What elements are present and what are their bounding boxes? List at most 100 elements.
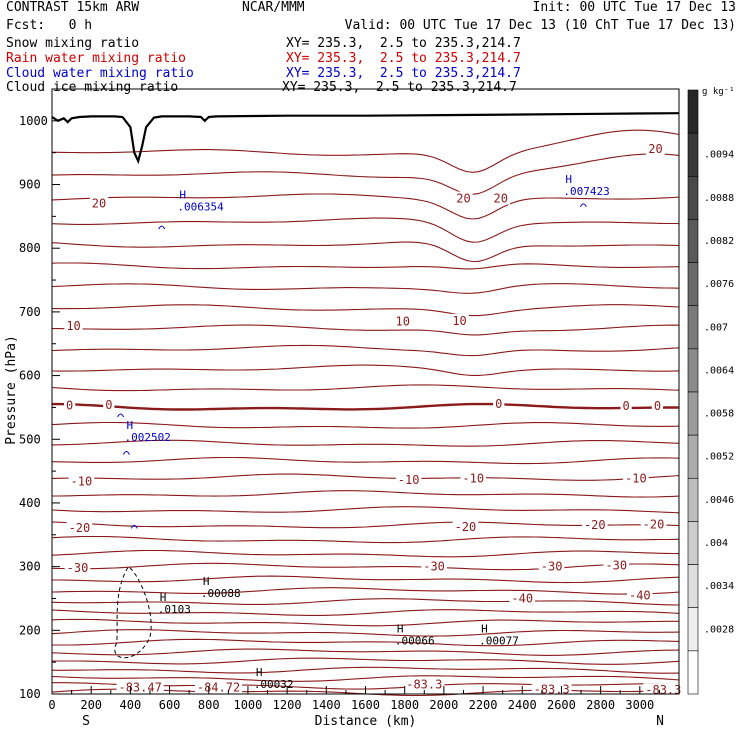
- label-backdrop: [64, 398, 76, 412]
- isotherm-label: -83.3: [534, 683, 570, 697]
- isotherm-line: [51, 648, 680, 656]
- isotherm-label: 10: [66, 319, 80, 333]
- label-backdrop: [509, 591, 536, 605]
- isotherm-label: -30: [605, 558, 627, 572]
- colorbar-segment: [687, 262, 699, 307]
- isotherm-line: [51, 129, 680, 173]
- y-tick-label: 800: [19, 241, 41, 255]
- x-tick-label: 2000: [429, 698, 458, 712]
- colorbar-label: .0046: [704, 495, 734, 506]
- isotherm-line: [51, 364, 680, 376]
- colorbar-label: .0088: [704, 193, 734, 204]
- label-backdrop: [493, 397, 505, 411]
- x-tick-label: 600: [159, 698, 181, 712]
- colorbar-segment: [687, 89, 699, 134]
- label-backdrop: [450, 313, 469, 327]
- x-tick-label: 400: [120, 698, 142, 712]
- label-backdrop: [640, 517, 667, 531]
- isotherm-label: -10: [398, 473, 420, 487]
- isotherm-line: [51, 657, 680, 665]
- colorbar-label: .0064: [704, 365, 734, 376]
- x-tick-label: 1200: [273, 698, 302, 712]
- isotherm-label: 0: [622, 399, 629, 413]
- label-backdrop: [116, 680, 164, 694]
- terrain-profile: [51, 112, 680, 165]
- x-tick-label: 2400: [508, 698, 537, 712]
- model-title: CONTRAST 15km ARW: [6, 0, 140, 15]
- x-tick-label: 200: [80, 698, 102, 712]
- label-backdrop: [64, 318, 83, 332]
- label-backdrop: [103, 397, 115, 411]
- field-label-rain: Rain water mixing ratio: [6, 51, 187, 66]
- x-axis-end-label: N: [656, 714, 664, 729]
- isotherm-line: [52, 304, 680, 317]
- maximum-marker: H: [179, 188, 186, 201]
- temperature-contours: [51, 129, 680, 697]
- isotherm-line: [51, 217, 680, 243]
- isotherm-label: -40: [629, 588, 651, 602]
- isotherm-line: [51, 618, 679, 627]
- plot-frame: [51, 88, 680, 695]
- x-tick-label: 2600: [547, 698, 576, 712]
- label-backdrop: [646, 141, 665, 155]
- y-tick-label: 200: [19, 623, 41, 637]
- x-tick-label: 1400: [312, 698, 341, 712]
- x-tick-label: 800: [198, 698, 220, 712]
- init-time: Init: 00 UTC Tue 17 Dec 13: [532, 0, 737, 15]
- colorbar-segment: [687, 391, 699, 436]
- maximum-value: .00032: [254, 678, 294, 691]
- label-backdrop: [538, 559, 565, 573]
- isotherm-line: [52, 324, 680, 336]
- valid-time: Valid: 00 UTC Tue 17 Dec 13 (10 ChT Tue …: [344, 18, 736, 33]
- maximum-marker: H: [397, 623, 404, 636]
- x-tick-label: 3000: [625, 698, 654, 712]
- colorbar-segment: [687, 219, 699, 263]
- y-tick-label: 400: [19, 496, 41, 510]
- maxima-labels: H.00032H.00066H.00077H.0103H.00088H.0025…: [124, 173, 609, 691]
- isotherm-label: 0: [105, 398, 112, 412]
- isotherm-line: [51, 521, 680, 529]
- cloud-water-contour: [130, 524, 138, 529]
- colorbar-segment: [687, 132, 699, 177]
- label-backdrop: [452, 520, 479, 534]
- colorbar: g kg⁻¹ .0094 .0088 .0082 .0076 .007 .0064 .0058…: [687, 87, 735, 695]
- colorbar-segment: [687, 521, 699, 565]
- y-axis-title: Pressure (hPa): [4, 335, 19, 445]
- cloud-contours: [114, 203, 587, 659]
- maximum-value: .00088: [201, 587, 241, 600]
- colorbar-label: .0082: [704, 236, 734, 247]
- isotherm-line: [51, 262, 680, 270]
- isotherm-line: [51, 675, 680, 682]
- label-backdrop: [454, 191, 473, 205]
- maximum-marker: H: [565, 173, 572, 186]
- label-backdrop: [627, 588, 653, 602]
- label-backdrop: [603, 558, 630, 572]
- label-backdrop: [66, 520, 93, 534]
- label-backdrop: [194, 680, 243, 694]
- temperature-labels: -83.47 -84.72 -83.3 -83.3 -83.3 -40 -40 -30 -30 -…: [64, 141, 684, 697]
- label-backdrop: [89, 196, 109, 210]
- y-tick-label: 300: [19, 560, 41, 574]
- label-backdrop: [643, 683, 684, 697]
- isotherm-label: 20: [493, 192, 507, 206]
- maximum-value: .007423: [563, 185, 609, 198]
- isotherm-line: [51, 241, 680, 263]
- forecast-hour: Fcst: 0 h: [6, 18, 93, 33]
- x-axis-title: Distance (km): [315, 714, 417, 729]
- isotherm-line: [52, 490, 680, 498]
- colorbar-segment: [687, 477, 699, 522]
- y-tick-label: 700: [19, 305, 41, 319]
- colorbar-segment: [687, 348, 699, 393]
- field-xy-rain: XY= 235.3, 2.5 to 235.3,214.7: [286, 51, 521, 66]
- maximum-marker: H: [203, 575, 210, 588]
- isotherm-label: -20: [584, 518, 606, 532]
- isotherm-label: 20: [92, 197, 106, 211]
- maximum-value: .0103: [158, 603, 191, 616]
- colorbar-label: .004: [704, 538, 728, 549]
- maximum-marker: H: [256, 666, 263, 679]
- isotherm-label: -20: [455, 520, 477, 534]
- isotherm-label: -30: [67, 561, 89, 575]
- label-backdrop: [64, 560, 91, 574]
- x-axis-start-label: S: [82, 714, 90, 729]
- isotherm-line: [51, 666, 680, 674]
